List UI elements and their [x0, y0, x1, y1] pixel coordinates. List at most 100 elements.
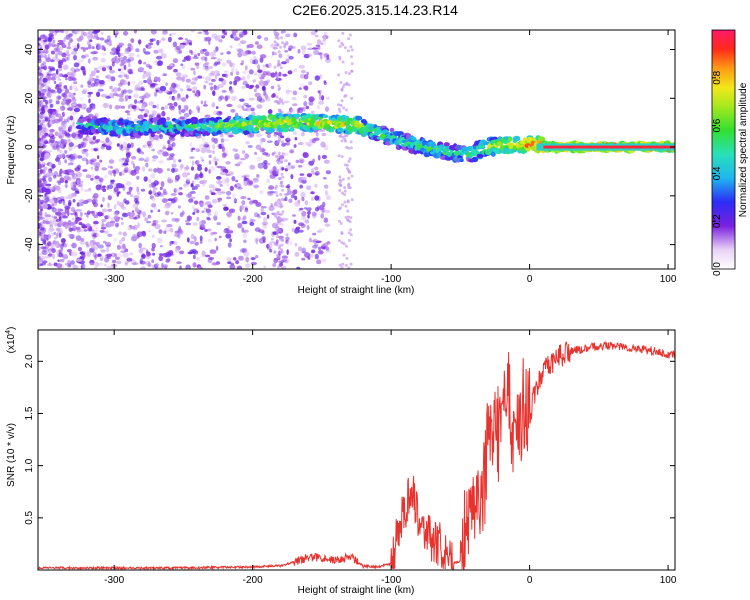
noise-speck: [281, 218, 285, 222]
noise-speck: [113, 32, 119, 36]
noise-speck: [158, 229, 163, 234]
noise-speck: [220, 52, 224, 55]
noise-speck: [61, 215, 68, 219]
noise-speck: [173, 188, 177, 193]
noise-speck: [57, 39, 64, 43]
noise-speck: [281, 210, 285, 214]
noise-speck: [43, 116, 49, 119]
noise-speck: [51, 203, 55, 207]
noise-speck: [122, 55, 128, 61]
noise-speck: [83, 31, 87, 37]
noise-speck: [61, 152, 65, 159]
noise-speck: [107, 214, 111, 220]
noise-speck: [318, 96, 322, 100]
noise-speck: [174, 174, 180, 181]
noise-speck: [232, 148, 237, 152]
noise-speck: [50, 50, 55, 55]
noise-speck: [307, 210, 311, 215]
noise-speck: [243, 251, 250, 257]
noise-speck: [253, 184, 260, 189]
noise-speck: [350, 96, 354, 100]
noise-speck: [70, 159, 75, 162]
noise-speck: [349, 45, 353, 49]
noise-speck: [200, 156, 204, 160]
noise-speck: [57, 95, 62, 100]
ridge-mark: [366, 123, 374, 127]
noise-speck: [221, 35, 226, 39]
noise-speck: [224, 95, 229, 102]
noise-speck: [124, 95, 130, 100]
noise-speck: [55, 75, 60, 79]
noise-speck: [256, 174, 260, 178]
noise-speck: [206, 228, 212, 232]
noise-speck: [147, 143, 151, 149]
noise-speck: [292, 103, 298, 107]
noise-speck: [116, 260, 122, 265]
noise-speck: [39, 157, 45, 161]
noise-speck: [316, 39, 322, 45]
noise-speck: [276, 254, 280, 258]
noise-speck: [64, 85, 68, 90]
noise-speck: [118, 191, 121, 194]
noise-speck: [234, 156, 241, 160]
noise-speck: [67, 233, 74, 237]
noise-speck: [121, 79, 128, 86]
noise-speck: [181, 97, 187, 102]
noise-speck: [211, 262, 218, 266]
noise-speck: [178, 108, 182, 115]
noise-speck: [45, 57, 51, 63]
noise-speck: [130, 38, 135, 43]
noise-speck: [177, 205, 181, 209]
noise-speck: [51, 186, 56, 192]
noise-speck: [69, 39, 74, 43]
noise-speck: [159, 253, 163, 257]
spectrogram-x-ticks: -300 -200 -100 0 100: [104, 30, 677, 285]
noise-speck: [182, 65, 186, 70]
noise-speck: [81, 107, 87, 110]
noise-speck: [249, 164, 256, 170]
noise-speck: [65, 30, 69, 35]
noise-speck: [254, 92, 261, 98]
noise-speck: [96, 91, 101, 98]
y-tick-label: 0.5: [24, 510, 35, 524]
noise-speck: [277, 108, 282, 112]
noise-speck: [242, 230, 248, 233]
noise-speck: [314, 253, 319, 260]
noise-speck: [41, 74, 47, 78]
noise-speck: [281, 101, 285, 105]
noise-speck: [286, 136, 290, 141]
noise-speck: [107, 233, 113, 237]
noise-speck: [146, 140, 152, 147]
tone-core: [543, 145, 675, 149]
noise-speck: [63, 244, 67, 248]
noise-speck: [44, 243, 50, 249]
noise-speck: [132, 163, 136, 170]
noise-speck: [181, 210, 185, 216]
noise-speck: [43, 65, 47, 71]
noise-speck: [145, 156, 150, 162]
snr-y-ticks: 0.51.01.52.0: [24, 354, 675, 525]
noise-speck: [242, 108, 248, 111]
noise-speck: [259, 54, 267, 59]
noise-speck: [141, 253, 146, 260]
noise-speck: [199, 202, 204, 208]
noise-speck: [265, 94, 269, 100]
noise-speck: [259, 147, 265, 153]
noise-speck: [315, 132, 319, 137]
noise-speck: [52, 39, 56, 44]
noise-speck: [341, 85, 345, 89]
ridge-mark: [322, 114, 329, 119]
noise-speck: [261, 221, 268, 226]
noise-speck: [185, 94, 189, 99]
noise-speck: [154, 223, 161, 230]
noise-speck: [71, 171, 75, 178]
noise-speck: [67, 155, 74, 161]
noise-speck: [181, 74, 188, 78]
noise-speck: [298, 87, 302, 90]
noise-speck: [280, 160, 283, 164]
noise-speck: [256, 156, 262, 162]
noise-speck: [218, 235, 222, 239]
noise-speck: [253, 59, 259, 65]
noise-speck: [277, 213, 284, 216]
noise-speck: [53, 174, 57, 179]
